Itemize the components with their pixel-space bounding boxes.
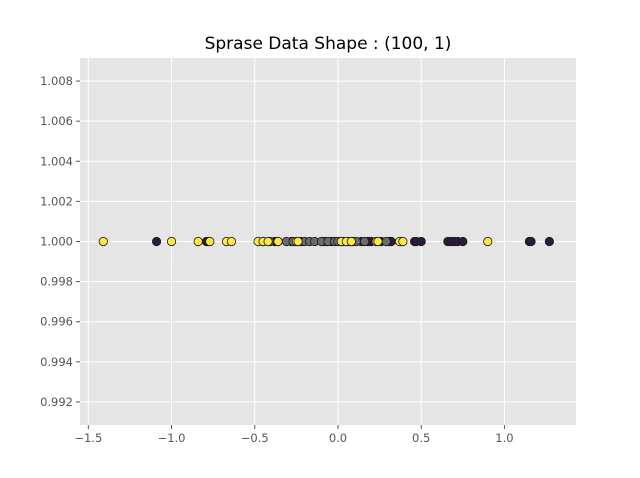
data-point-class-0 bbox=[544, 236, 554, 247]
x-tick-label: 0.0 bbox=[329, 431, 347, 445]
data-point-class-2 bbox=[166, 236, 177, 247]
x-tick-label: −1.5 bbox=[74, 431, 102, 445]
data-point-class-2 bbox=[346, 236, 356, 247]
x-tick-label: −0.5 bbox=[241, 431, 269, 445]
y-tick-label: 0.998 bbox=[40, 275, 73, 289]
data-point-class-2 bbox=[263, 236, 273, 247]
y-tick-label: 1.008 bbox=[40, 74, 73, 88]
y-tick-label: 1.002 bbox=[40, 194, 73, 208]
data-point-class-2 bbox=[398, 236, 408, 247]
x-tick-label: 1.0 bbox=[495, 431, 513, 445]
data-point-class-2 bbox=[483, 236, 493, 247]
data-point-class-2 bbox=[205, 236, 215, 247]
y-tick-label: 1.006 bbox=[40, 114, 73, 128]
data-point-class-2 bbox=[293, 236, 303, 247]
y-tick-label: 1.000 bbox=[40, 235, 73, 249]
data-point-class-1 bbox=[381, 236, 391, 247]
x-tick-label: 0.5 bbox=[412, 431, 430, 445]
x-tick-label: −1.0 bbox=[158, 431, 186, 445]
data-point-class-2 bbox=[373, 236, 383, 247]
chart-title: Sprase Data Shape : (100, 1) bbox=[205, 34, 452, 54]
y-tick-label: 0.994 bbox=[40, 355, 73, 369]
y-tick-label: 1.004 bbox=[40, 154, 73, 168]
y-tick-label: 0.992 bbox=[40, 395, 73, 409]
data-point-class-2 bbox=[273, 236, 283, 247]
data-point-class-1 bbox=[360, 236, 370, 247]
data-points bbox=[98, 236, 554, 247]
data-point-class-0 bbox=[416, 236, 426, 247]
data-point-class-2 bbox=[226, 236, 237, 247]
axis-ticks: −1.5 −1.0 −0.5 0.0 0.5 1.0 0.992 0.994 0.996 0.99… bbox=[40, 74, 514, 445]
data-point-class-0 bbox=[458, 236, 468, 247]
data-point-class-2 bbox=[193, 236, 203, 247]
y-tick-label: 0.996 bbox=[40, 315, 73, 329]
data-point-class-2 bbox=[98, 236, 108, 247]
data-point-class-0 bbox=[526, 236, 536, 247]
data-point-class-0 bbox=[151, 236, 162, 247]
